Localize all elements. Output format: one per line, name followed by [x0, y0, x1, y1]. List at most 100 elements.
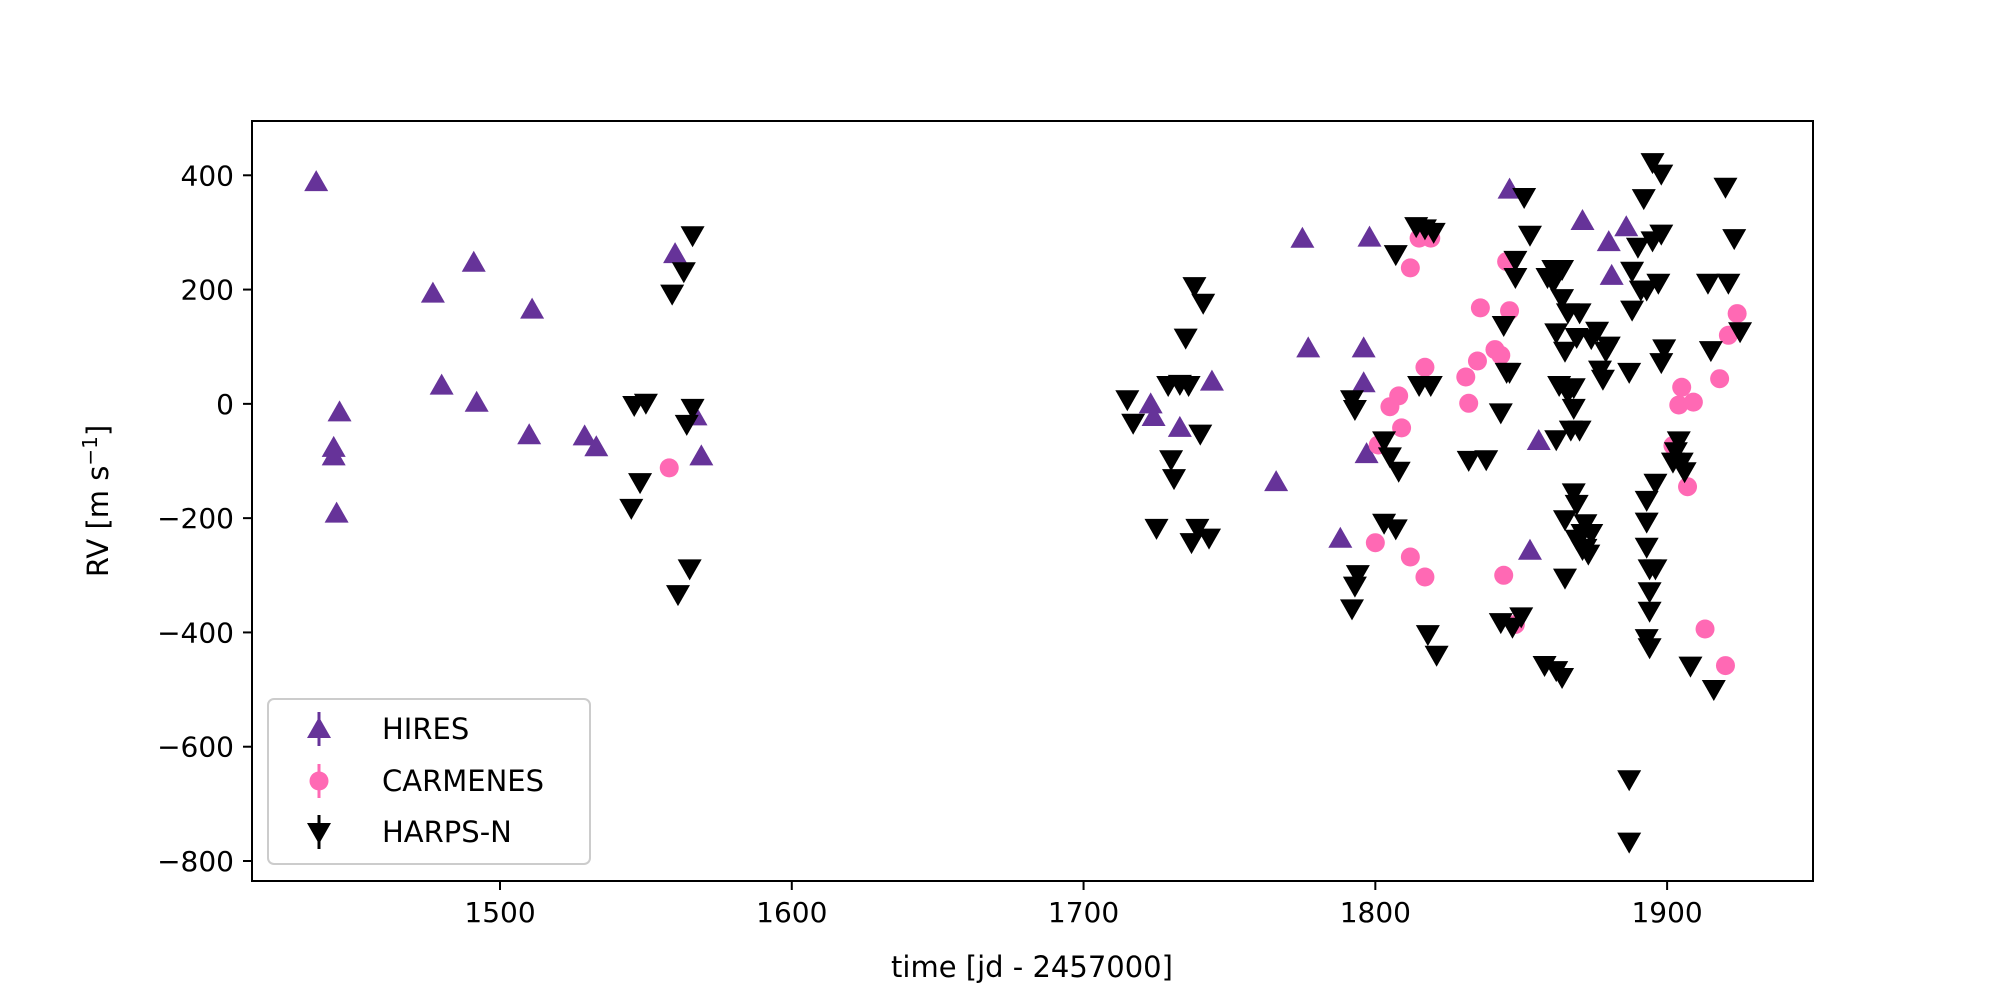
- series-carmenes: [659, 228, 1747, 676]
- data-point-hires-11: [572, 424, 597, 446]
- data-point-harps-n-30: [1345, 565, 1370, 587]
- data-point-harps-n-48: [1491, 316, 1516, 337]
- data-point-harps-n-10: [680, 398, 705, 420]
- data-point-harps-n-127: [1698, 341, 1723, 363]
- legend-box: [267, 698, 591, 865]
- data-point-hires-17: [1141, 405, 1166, 426]
- data-point-harps-n-34: [1383, 519, 1408, 541]
- series-harps-n: [619, 153, 1753, 854]
- data-point-harps-n-63: [1544, 430, 1569, 452]
- data-point-harps-n-23: [1188, 424, 1213, 446]
- data-point-harps-n-12: [1121, 413, 1146, 435]
- data-point-harps-n-70: [1552, 341, 1577, 363]
- data-point-carmenes-28: [1710, 369, 1730, 389]
- x-tick-label: 1500: [464, 896, 535, 929]
- data-point-carmenes-15: [1470, 298, 1490, 318]
- data-point-carmenes-10: [1415, 567, 1435, 587]
- x-tick-label: 1900: [1631, 896, 1702, 929]
- data-point-harps-n-88: [1579, 524, 1604, 545]
- data-point-harps-n-109: [1637, 601, 1662, 623]
- data-point-harps-n-16: [1162, 469, 1187, 491]
- data-point-harps-n-130: [1716, 273, 1741, 295]
- data-point-harps-n-55: [1512, 188, 1537, 209]
- data-point-harps-n-131: [1722, 229, 1747, 251]
- data-point-harps-n-68: [1552, 510, 1577, 532]
- data-point-carmenes-9: [1415, 357, 1435, 377]
- data-point-harps-n-40: [1415, 625, 1440, 647]
- x-axis-label: time [jd - 2457000]: [891, 950, 1173, 984]
- data-point-harps-n-118: [1649, 353, 1674, 375]
- data-point-harps-n-32: [1372, 513, 1397, 535]
- data-point-harps-n-93: [1596, 336, 1621, 358]
- data-point-harps-n-46: [1488, 403, 1513, 425]
- data-point-harps-n-5: [665, 585, 690, 607]
- data-point-harps-n-76: [1561, 483, 1586, 505]
- data-point-hires-6: [429, 373, 454, 395]
- data-point-harps-n-15: [1159, 450, 1184, 472]
- data-point-harps-n-108: [1637, 582, 1662, 604]
- y-tick-label: −600: [157, 731, 234, 764]
- data-point-harps-n-3: [633, 393, 658, 415]
- data-point-harps-n-104: [1634, 512, 1659, 534]
- data-point-hires-8: [464, 390, 489, 412]
- data-point-harps-n-28: [1342, 400, 1367, 421]
- data-point-harps-n-111: [1640, 153, 1665, 175]
- data-point-harps-n-19: [1176, 376, 1201, 397]
- data-point-harps-n-60: [1541, 273, 1566, 295]
- data-point-harps-n-26: [1339, 599, 1364, 621]
- data-point-harps-n-81: [1567, 420, 1592, 442]
- data-point-hires-32: [1596, 230, 1621, 252]
- data-point-harps-n-110: [1637, 638, 1662, 660]
- data-point-carmenes-24: [1672, 377, 1692, 397]
- data-point-carmenes-25: [1678, 477, 1698, 497]
- x-tick-label: 1700: [1048, 896, 1119, 929]
- x-tick-label: 1600: [756, 896, 827, 929]
- data-point-hires-24: [1351, 371, 1376, 393]
- legend-marker-hires: [307, 717, 331, 738]
- data-point-carmenes-6: [1400, 547, 1420, 567]
- data-point-harps-n-69: [1552, 568, 1577, 590]
- y-axis-label-exponent: −1: [78, 436, 102, 465]
- data-point-carmenes-20: [1500, 301, 1520, 321]
- data-point-carmenes-26: [1683, 392, 1703, 412]
- data-point-harps-n-115: [1646, 273, 1671, 295]
- y-tick-label: −400: [157, 616, 234, 649]
- data-point-harps-n-52: [1503, 250, 1528, 272]
- data-point-hires-30: [1526, 429, 1551, 450]
- data-point-harps-n-7: [674, 414, 699, 436]
- y-axis-label-main: RV [m s: [81, 466, 115, 578]
- data-point-hires-12: [584, 435, 609, 457]
- data-point-harps-n-96: [1617, 362, 1642, 384]
- data-point-harps-n-54: [1509, 607, 1534, 629]
- data-point-harps-n-67: [1550, 668, 1575, 689]
- x-tick-label: 1800: [1340, 896, 1411, 929]
- data-point-harps-n-91: [1590, 369, 1615, 391]
- data-point-hires-0: [304, 170, 329, 192]
- data-point-harps-n-0: [619, 498, 644, 520]
- data-point-harps-n-119: [1652, 339, 1677, 361]
- data-point-harps-n-42: [1421, 222, 1446, 244]
- data-point-harps-n-18: [1173, 328, 1198, 350]
- data-point-hires-5: [420, 281, 445, 303]
- legend-marker-carmenes: [309, 771, 329, 791]
- data-point-harps-n-25: [1197, 528, 1222, 550]
- data-point-harps-n-77: [1564, 494, 1589, 516]
- data-point-harps-n-124: [1672, 462, 1697, 484]
- data-point-harps-n-6: [671, 262, 696, 284]
- data-point-harps-n-80: [1567, 303, 1592, 325]
- data-point-harps-n-22: [1185, 518, 1210, 540]
- data-point-hires-27: [1357, 225, 1382, 247]
- data-point-harps-n-102: [1634, 280, 1659, 302]
- data-point-harps-n-129: [1713, 177, 1738, 199]
- data-point-harps-n-99: [1625, 237, 1650, 259]
- data-point-harps-n-56: [1517, 225, 1542, 247]
- legend-markers: [307, 712, 331, 849]
- data-point-harps-n-113: [1643, 473, 1668, 495]
- y-tick-label: 200: [181, 274, 234, 307]
- data-point-harps-n-116: [1649, 224, 1674, 246]
- data-point-harps-n-65: [1550, 260, 1575, 281]
- data-point-harps-n-2: [628, 473, 653, 495]
- data-point-harps-n-98: [1620, 300, 1645, 322]
- data-point-harps-n-132: [1728, 322, 1753, 344]
